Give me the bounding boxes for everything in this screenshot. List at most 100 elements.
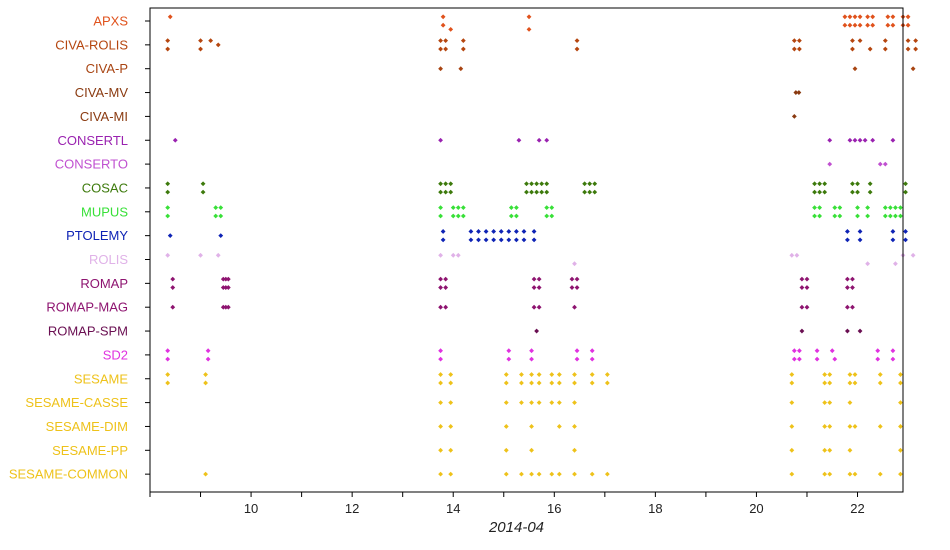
data-point	[544, 213, 550, 219]
data-point	[455, 205, 461, 210]
row-label: MUPUS	[81, 204, 128, 219]
data-point	[877, 161, 883, 167]
data-point	[531, 237, 537, 243]
data-point	[531, 285, 537, 290]
data-point	[898, 213, 903, 219]
data-point	[549, 471, 555, 477]
data-point	[589, 471, 595, 477]
data-point	[572, 471, 577, 477]
data-point	[875, 348, 881, 354]
row-label: ROMAP-SPM	[48, 324, 128, 339]
data-point	[438, 400, 443, 405]
data-point	[877, 372, 883, 377]
data-point	[582, 189, 588, 195]
data-point	[460, 38, 466, 44]
data-point	[460, 205, 466, 210]
data-point	[450, 213, 456, 219]
data-point	[165, 372, 171, 377]
data-point	[827, 161, 833, 167]
data-point	[789, 372, 795, 377]
data-point	[592, 181, 598, 187]
data-point	[847, 22, 853, 28]
data-point	[448, 400, 454, 405]
data-point	[438, 66, 443, 72]
data-point	[165, 38, 171, 44]
data-point	[498, 237, 504, 243]
data-point	[438, 380, 443, 386]
data-point	[850, 38, 855, 44]
data-point	[905, 46, 911, 52]
data-point	[898, 447, 903, 453]
data-point	[847, 14, 853, 20]
data-point	[220, 276, 226, 282]
data-point	[589, 348, 595, 354]
data-point	[165, 46, 171, 52]
data-point	[438, 447, 443, 453]
data-point	[531, 229, 537, 234]
data-point	[468, 237, 474, 243]
row-label: SESAME-DIM	[46, 419, 128, 434]
data-point	[875, 356, 881, 362]
row-label: CONSERTL	[57, 133, 128, 148]
data-point	[837, 213, 843, 219]
data-point	[574, 348, 580, 354]
data-point	[536, 471, 542, 477]
data-point	[865, 213, 871, 219]
data-point	[812, 213, 817, 219]
data-point	[827, 380, 833, 386]
x-tick-label: 14	[446, 501, 460, 516]
data-point	[549, 372, 555, 377]
data-point	[867, 189, 873, 195]
data-point	[536, 372, 542, 377]
data-point	[867, 181, 873, 187]
data-point	[506, 348, 512, 354]
data-point	[203, 380, 208, 386]
data-point	[898, 380, 903, 386]
data-point	[529, 189, 534, 195]
data-point	[847, 447, 853, 453]
data-point	[172, 137, 178, 143]
data-point	[832, 213, 838, 219]
data-point	[847, 471, 853, 477]
x-axis-title: 2014-04	[488, 519, 544, 536]
data-point	[804, 276, 810, 282]
data-point	[832, 205, 838, 210]
data-point	[213, 205, 219, 210]
data-point	[443, 46, 449, 52]
data-point	[165, 205, 171, 210]
data-point	[198, 252, 203, 258]
data-point	[882, 205, 888, 210]
x-tick-label: 12	[345, 501, 359, 516]
data-point	[910, 66, 916, 72]
data-point	[556, 380, 562, 386]
data-point	[438, 181, 443, 187]
data-point	[857, 14, 863, 20]
data-point	[529, 372, 534, 377]
data-point	[791, 38, 797, 44]
data-point	[506, 356, 512, 362]
data-point	[822, 189, 828, 195]
data-point	[503, 471, 509, 477]
data-point	[855, 181, 860, 187]
data-point	[483, 237, 489, 243]
data-point	[215, 42, 221, 48]
data-point	[438, 189, 443, 195]
data-point	[845, 229, 850, 234]
data-point	[847, 137, 853, 143]
data-point	[508, 205, 514, 210]
data-point	[893, 205, 898, 210]
data-point	[218, 205, 224, 210]
data-point	[855, 205, 860, 210]
data-point	[817, 181, 823, 187]
data-point	[847, 380, 853, 386]
data-point	[910, 252, 916, 258]
data-point	[572, 304, 577, 310]
data-point	[448, 471, 454, 477]
data-point	[850, 189, 855, 195]
data-point	[885, 22, 891, 28]
row-label: ROMAP	[80, 276, 128, 291]
data-point	[513, 229, 519, 234]
